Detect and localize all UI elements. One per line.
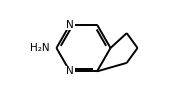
- Text: N: N: [66, 66, 74, 76]
- Text: N: N: [66, 20, 74, 30]
- Text: H₂N: H₂N: [30, 43, 50, 53]
